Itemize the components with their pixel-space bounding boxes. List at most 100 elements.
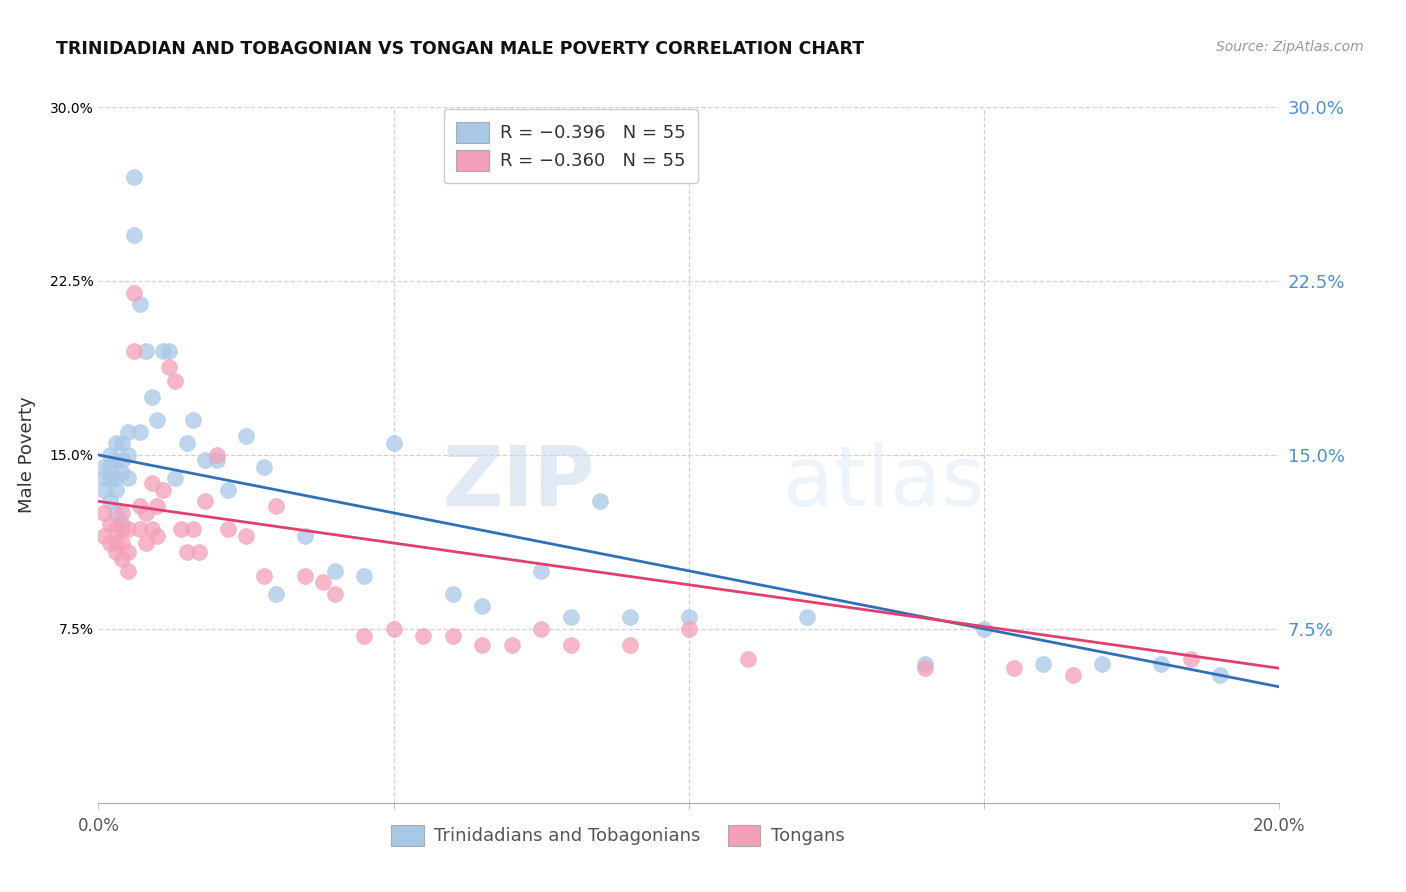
Point [98, 536, 121, 550]
Point [678, 622, 700, 636]
Point [235, 429, 257, 443]
Point [128, 425, 150, 439]
Point [105, 545, 128, 559]
Point [135, 343, 157, 358]
Point [146, 413, 169, 427]
Point [122, 343, 145, 358]
Point [111, 467, 134, 481]
Point [98, 448, 121, 462]
Point [111, 436, 134, 450]
Point [441, 629, 464, 643]
Point [1209, 668, 1232, 682]
Point [117, 545, 139, 559]
Point [253, 568, 276, 582]
Point [560, 638, 582, 652]
Point [117, 471, 139, 485]
Point [105, 452, 128, 467]
Point [93, 459, 115, 474]
Point [1180, 652, 1202, 666]
Point [128, 522, 150, 536]
Point [253, 459, 276, 474]
Point [122, 285, 145, 300]
Point [98, 471, 121, 485]
Point [796, 610, 818, 624]
Point [141, 522, 163, 536]
Point [128, 297, 150, 311]
Point [111, 552, 134, 566]
Point [217, 483, 239, 497]
Point [117, 522, 139, 536]
Point [530, 564, 553, 578]
Point [111, 452, 134, 467]
Point [146, 499, 169, 513]
Point [135, 506, 157, 520]
Text: ZIP: ZIP [441, 442, 595, 524]
Point [170, 522, 193, 536]
Point [1091, 657, 1114, 671]
Point [141, 475, 163, 490]
Point [146, 529, 169, 543]
Point [105, 436, 128, 450]
Point [323, 587, 346, 601]
Point [105, 536, 128, 550]
Point [141, 390, 163, 404]
Point [122, 169, 145, 184]
Point [1150, 657, 1173, 671]
Point [117, 448, 139, 462]
Point [93, 483, 115, 497]
Point [914, 657, 936, 671]
Point [294, 568, 316, 582]
Point [152, 343, 174, 358]
Point [105, 506, 128, 520]
Point [111, 536, 134, 550]
Point [98, 517, 121, 532]
Point [128, 499, 150, 513]
Point [93, 471, 115, 485]
Point [117, 564, 139, 578]
Point [294, 529, 316, 543]
Point [157, 359, 180, 374]
Legend: Trinidadians and Tobagonians, Tongans: Trinidadians and Tobagonians, Tongans [380, 814, 856, 856]
Point [165, 374, 187, 388]
Point [111, 522, 134, 536]
Point [1062, 668, 1084, 682]
Point [264, 499, 287, 513]
Point [235, 529, 257, 543]
Point [105, 483, 128, 497]
Point [501, 638, 523, 652]
Point [111, 506, 134, 520]
Point [176, 545, 198, 559]
Point [205, 448, 228, 462]
Point [152, 483, 174, 497]
Point [737, 652, 759, 666]
Point [619, 638, 641, 652]
Point [176, 436, 198, 450]
Point [194, 452, 217, 467]
Point [619, 610, 641, 624]
Point [217, 522, 239, 536]
Point [560, 610, 582, 624]
Point [93, 529, 115, 543]
Point [312, 575, 335, 590]
Point [1002, 661, 1025, 675]
Point [135, 536, 157, 550]
Point [187, 545, 209, 559]
Point [914, 661, 936, 675]
Text: TRINIDADIAN AND TOBAGONIAN VS TONGAN MALE POVERTY CORRELATION CHART: TRINIDADIAN AND TOBAGONIAN VS TONGAN MAL… [56, 40, 865, 58]
Point [117, 425, 139, 439]
Point [678, 610, 700, 624]
Point [530, 622, 553, 636]
Point [157, 343, 180, 358]
Point [382, 436, 405, 450]
Point [93, 506, 115, 520]
Point [353, 629, 375, 643]
Point [98, 459, 121, 474]
Point [264, 587, 287, 601]
Point [323, 564, 346, 578]
Point [165, 471, 187, 485]
Point [98, 494, 121, 508]
Point [205, 452, 228, 467]
Point [105, 471, 128, 485]
Point [353, 568, 375, 582]
Point [441, 587, 464, 601]
